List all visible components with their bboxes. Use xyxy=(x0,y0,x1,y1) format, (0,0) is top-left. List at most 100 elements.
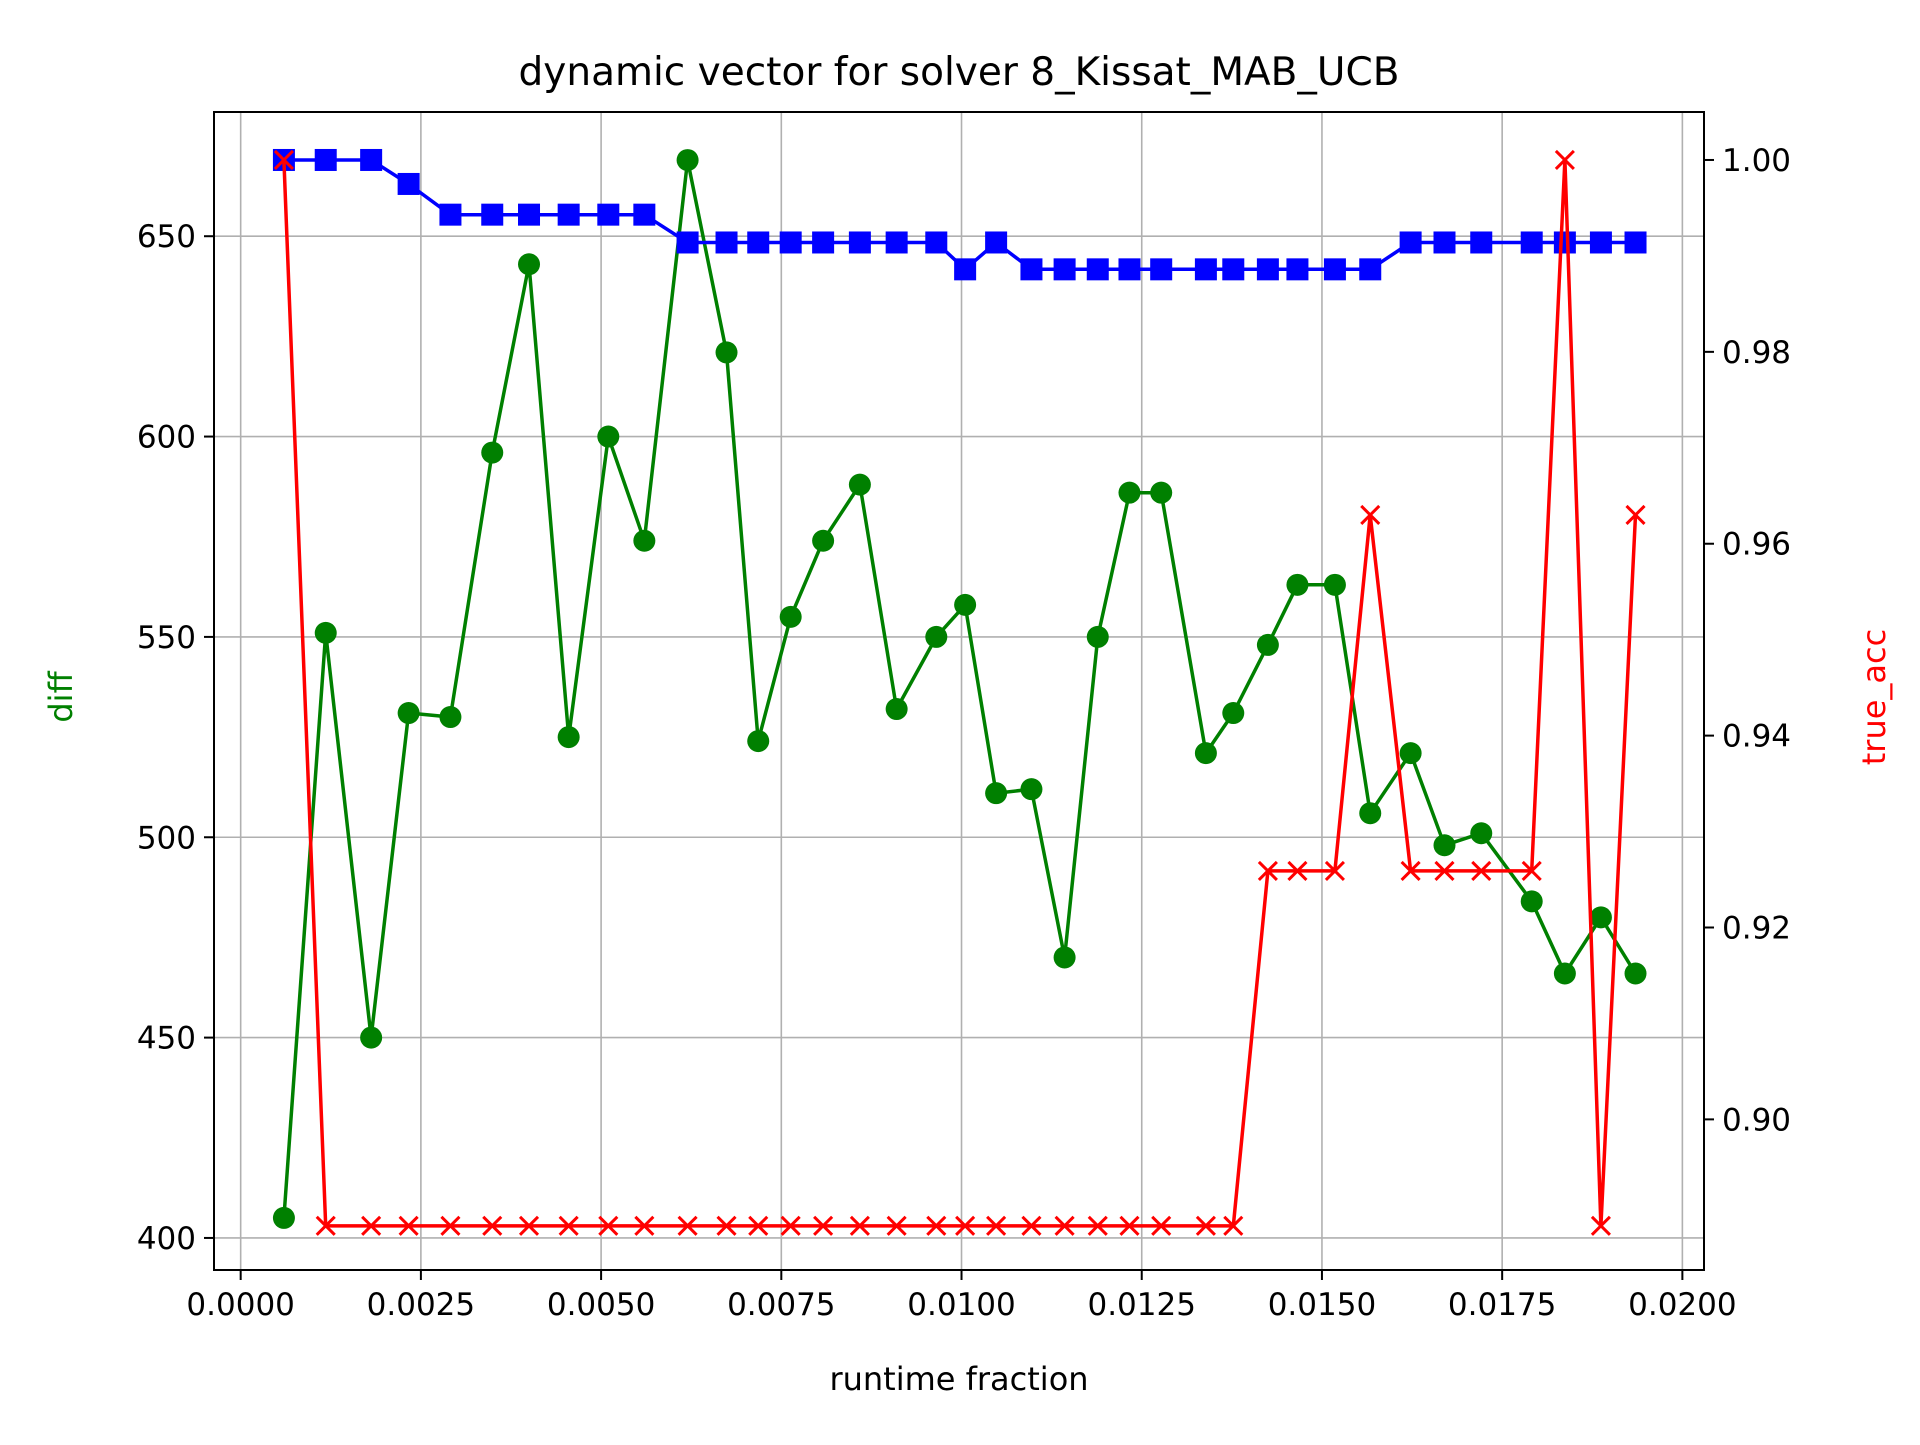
data-point-circle xyxy=(747,730,770,753)
data-point-x xyxy=(1087,1215,1108,1236)
data-point-x xyxy=(986,1215,1007,1236)
data-point-circle xyxy=(954,593,977,616)
data-point-square xyxy=(925,231,948,254)
left-y-tick-label: 400 xyxy=(137,1221,196,1257)
data-point-x xyxy=(1257,860,1278,881)
x-tick-label: 0.0050 xyxy=(547,1287,655,1323)
left-y-tick-label: 550 xyxy=(137,620,196,656)
data-point-circle xyxy=(360,1026,383,1049)
data-point-square xyxy=(518,203,541,226)
data-point-x xyxy=(748,1215,769,1236)
data-point-x xyxy=(598,1215,619,1236)
x-tick-label: 0.0175 xyxy=(1448,1287,1556,1323)
x-tick-label: 0.0075 xyxy=(727,1287,835,1323)
data-point-square xyxy=(1020,258,1043,281)
data-point-square xyxy=(1256,258,1279,281)
data-point-square xyxy=(1222,258,1245,281)
x-tick-label: 0.0025 xyxy=(367,1287,475,1323)
chart-title: dynamic vector for solver 8_Kissat_MAB_U… xyxy=(519,50,1400,95)
data-point-square xyxy=(1399,231,1422,254)
data-point-circle xyxy=(848,473,871,496)
data-point-square xyxy=(885,231,908,254)
x-tick-label: 0.0200 xyxy=(1628,1287,1736,1323)
data-point-x xyxy=(677,1215,698,1236)
data-point-square xyxy=(1053,258,1076,281)
data-point-circle xyxy=(272,1206,295,1229)
data-point-circle xyxy=(1222,702,1245,725)
data-point-circle xyxy=(779,605,802,628)
data-point-square xyxy=(747,231,770,254)
x-tick-label: 0.0125 xyxy=(1087,1287,1195,1323)
x-tick-label: 0.0150 xyxy=(1268,1287,1376,1323)
data-point-circle xyxy=(439,706,462,729)
data-point-x xyxy=(1625,504,1646,526)
data-point-circle xyxy=(1520,890,1543,913)
data-point-x xyxy=(1590,1215,1611,1236)
data-point-x xyxy=(558,1215,579,1236)
data-point-x xyxy=(1521,860,1542,881)
data-point-circle xyxy=(557,726,580,749)
plot-frame xyxy=(213,111,1705,1271)
data-point-circle xyxy=(676,149,699,172)
series-0-diff xyxy=(272,149,1647,1229)
data-point-square xyxy=(1520,231,1543,254)
data-point-square xyxy=(676,231,699,254)
data-point-x xyxy=(1554,149,1575,171)
data-point-circle xyxy=(1086,625,1109,648)
data-point-x xyxy=(1471,860,1492,881)
left-y-tick-label: 500 xyxy=(137,820,196,856)
data-point-circle xyxy=(1589,906,1612,929)
data-point-square xyxy=(557,203,580,226)
data-point-x xyxy=(273,149,294,171)
data-point-circle xyxy=(1286,573,1309,596)
data-point-x xyxy=(398,1215,419,1236)
data-point-square xyxy=(1194,258,1217,281)
left-y-axis-ticks: 400 450 500 550 600 650 xyxy=(137,219,214,1257)
data-point-x xyxy=(361,1215,382,1236)
data-point-circle xyxy=(1256,633,1279,656)
data-point-circle xyxy=(715,341,738,364)
data-point-circle xyxy=(1433,834,1456,857)
data-point-square xyxy=(1433,231,1456,254)
data-point-circle xyxy=(314,621,337,644)
data-point-square xyxy=(1323,258,1346,281)
data-point-circle xyxy=(1020,778,1043,801)
right-y-tick-label: 0.92 xyxy=(1722,910,1791,946)
data-point-x xyxy=(1287,860,1308,881)
data-point-circle xyxy=(1118,481,1141,504)
data-point-x xyxy=(926,1215,947,1236)
data-point-square xyxy=(715,231,738,254)
data-point-square xyxy=(1589,231,1612,254)
right-y-axis-ticks: 0.90 0.92 0.94 0.96 0.98 1.00 xyxy=(1704,143,1791,1138)
data-point-x xyxy=(1054,1215,1075,1236)
data-point-circle xyxy=(633,529,656,552)
series-2-true-acc xyxy=(273,149,1646,1236)
right-y-tick-label: 0.94 xyxy=(1722,719,1791,755)
data-point-square xyxy=(360,148,383,171)
data-point-square xyxy=(633,203,656,226)
right-y-tick-label: 0.96 xyxy=(1722,527,1791,563)
left-y-axis-label: diff xyxy=(42,670,80,722)
data-point-circle xyxy=(1624,962,1647,985)
data-point-x xyxy=(315,1215,336,1236)
data-point-circle xyxy=(1053,946,1076,969)
data-point-square xyxy=(1086,258,1109,281)
data-point-square xyxy=(985,231,1008,254)
data-point-x xyxy=(1324,860,1345,881)
data-point-circle xyxy=(925,625,948,648)
data-point-x xyxy=(518,1215,540,1236)
data-point-square xyxy=(1624,231,1647,254)
data-point-circle xyxy=(812,529,835,552)
x-axis-label: runtime fraction xyxy=(829,1360,1088,1398)
data-point-square xyxy=(1150,258,1173,281)
data-point-circle xyxy=(1399,742,1422,765)
series-layer xyxy=(272,148,1647,1236)
series-line xyxy=(282,158,1637,1219)
data-point-circle xyxy=(1323,573,1346,596)
data-point-x xyxy=(440,1215,461,1236)
data-point-x xyxy=(1400,860,1421,881)
left-y-tick-label: 450 xyxy=(137,1021,196,1057)
data-point-square xyxy=(597,203,620,226)
data-point-x xyxy=(780,1215,801,1236)
